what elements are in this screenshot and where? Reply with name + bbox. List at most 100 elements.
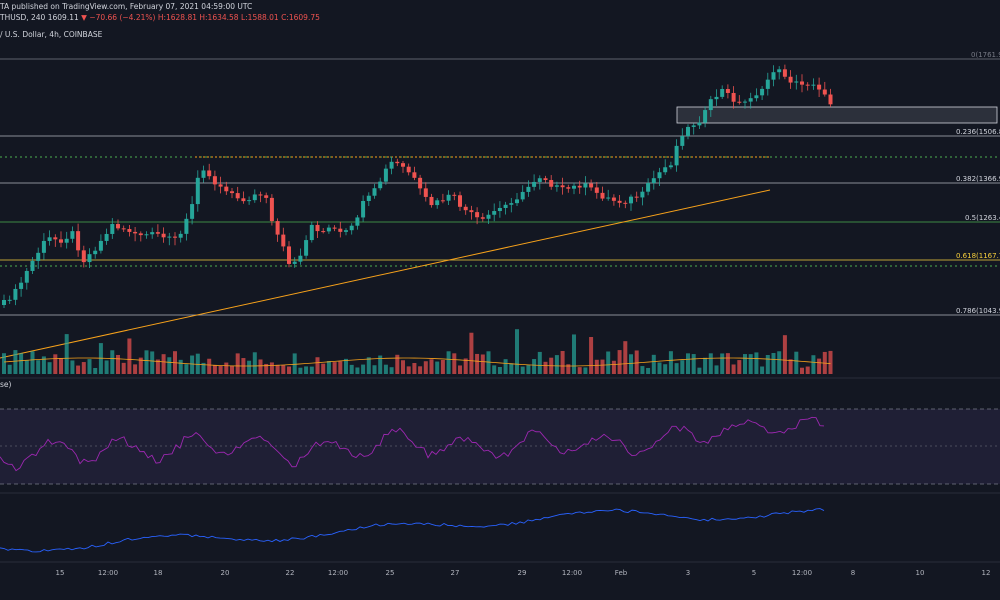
time-axis-tick: 10 bbox=[916, 569, 925, 577]
volume-bar bbox=[423, 361, 428, 374]
volume-bar bbox=[737, 360, 742, 374]
volume-bar bbox=[383, 364, 388, 374]
rsi-indicator-label[interactable]: se) bbox=[0, 380, 12, 389]
candle-body bbox=[93, 250, 98, 255]
candle-body bbox=[560, 185, 565, 188]
volume-bar bbox=[252, 352, 257, 374]
volume-bar bbox=[663, 364, 668, 374]
candle-body bbox=[275, 221, 280, 235]
volume-bar bbox=[2, 353, 6, 374]
candle-body bbox=[822, 89, 827, 95]
candle-body bbox=[121, 228, 126, 230]
volume-bar bbox=[53, 354, 58, 374]
time-axis-tick: 8 bbox=[851, 569, 855, 577]
volume-bar bbox=[771, 352, 776, 374]
candle-body bbox=[771, 72, 776, 80]
volume-bar bbox=[589, 337, 594, 374]
volume-bar bbox=[304, 366, 309, 374]
volume-bar bbox=[412, 363, 417, 374]
volume-bar bbox=[178, 359, 183, 374]
volume-bar bbox=[19, 353, 24, 374]
volume-bar bbox=[760, 366, 765, 374]
candle-body bbox=[401, 163, 405, 167]
volume-bar bbox=[805, 366, 810, 374]
volume-bar bbox=[287, 366, 291, 374]
volume-bar bbox=[674, 363, 679, 374]
candle-body bbox=[224, 186, 229, 192]
volume-bar bbox=[777, 351, 782, 374]
candle-body bbox=[554, 185, 559, 187]
fib-label-0: 0(1761.93 bbox=[971, 51, 1000, 59]
volume-bar bbox=[212, 365, 217, 374]
candle-body bbox=[7, 299, 12, 301]
fib-label-05: 0.5(1263.47 bbox=[965, 214, 1000, 222]
candle-body bbox=[184, 218, 189, 234]
fib-retracement[interactable]: 0(1761.93 0.236(1506.89 0.382(1366.99 0.… bbox=[0, 51, 1000, 316]
candle-body bbox=[594, 187, 599, 193]
volume-bar bbox=[532, 359, 537, 374]
volume-bar bbox=[87, 359, 92, 374]
candle-body bbox=[532, 181, 537, 187]
candle-body bbox=[754, 95, 759, 99]
time-axis-tick: 12:00 bbox=[98, 569, 118, 577]
volume-bar bbox=[230, 365, 234, 374]
volume-bar bbox=[577, 367, 582, 374]
volume-bar bbox=[138, 357, 143, 374]
candle-body bbox=[144, 234, 149, 236]
ascending-trendline[interactable] bbox=[0, 189, 771, 359]
low-value: L:1588.01 bbox=[240, 13, 279, 22]
volume-bar bbox=[116, 354, 120, 374]
volume-bar bbox=[338, 361, 343, 374]
candle-body bbox=[53, 237, 58, 240]
candle-body bbox=[589, 183, 594, 188]
volume-bar bbox=[59, 357, 63, 374]
volume-bar bbox=[406, 366, 411, 374]
demand-zone-box[interactable] bbox=[676, 106, 998, 124]
last-price: 1609.11 bbox=[47, 13, 79, 22]
symbol-subtitle: / U.S. Dollar, 4h, COINBASE bbox=[0, 30, 103, 39]
time-axis-tick: 22 bbox=[286, 569, 295, 577]
time-axis-tick: 29 bbox=[518, 569, 527, 577]
candle-body bbox=[212, 176, 217, 185]
volume-bar bbox=[235, 353, 240, 374]
volume-bar bbox=[418, 366, 423, 374]
candle-body bbox=[155, 232, 160, 234]
candle-body bbox=[708, 99, 713, 111]
volume-bar bbox=[657, 362, 662, 374]
candle-body bbox=[486, 214, 491, 219]
volume-bar bbox=[543, 361, 548, 374]
candle-body bbox=[281, 234, 286, 247]
volume-bar bbox=[429, 359, 434, 374]
volume-bar bbox=[452, 353, 457, 374]
candle-body bbox=[389, 161, 394, 169]
close-value: C:1609.75 bbox=[281, 13, 320, 22]
candle-body bbox=[697, 122, 702, 126]
symbol-ohlc-row: THUSD, 240 1609.11 ▼ −70.66 (−4.21%) H:1… bbox=[0, 13, 320, 22]
candle-body bbox=[173, 236, 177, 238]
candle-body bbox=[332, 227, 337, 229]
candle-body bbox=[520, 191, 525, 200]
candle-body bbox=[104, 233, 109, 241]
candle-body bbox=[765, 79, 770, 89]
time-axis[interactable]: 15 12:00 18 20 22 12:00 25 27 29 12:00 Feb 3 5 12:00 8… bbox=[56, 569, 991, 577]
down-arrow-icon: ▼ bbox=[81, 13, 87, 22]
candle-body bbox=[395, 161, 400, 164]
volume-bar bbox=[389, 367, 394, 374]
volume-bar bbox=[794, 351, 799, 374]
time-axis-tick: 25 bbox=[386, 569, 395, 577]
volume-bar bbox=[167, 357, 172, 374]
candle-body bbox=[406, 166, 411, 173]
symbol-label[interactable]: THUSD, 240 bbox=[0, 13, 46, 22]
candle-body bbox=[583, 183, 588, 188]
volume-bar bbox=[36, 360, 41, 374]
volume-bar bbox=[817, 358, 822, 374]
candle-body bbox=[811, 84, 816, 86]
candle-body bbox=[378, 181, 383, 189]
candle-body bbox=[349, 225, 354, 231]
candle-body bbox=[691, 125, 696, 127]
volume-bar bbox=[572, 334, 576, 374]
volume-bar bbox=[30, 351, 35, 374]
candle-body bbox=[30, 260, 35, 271]
time-axis-tick: 12:00 bbox=[562, 569, 582, 577]
